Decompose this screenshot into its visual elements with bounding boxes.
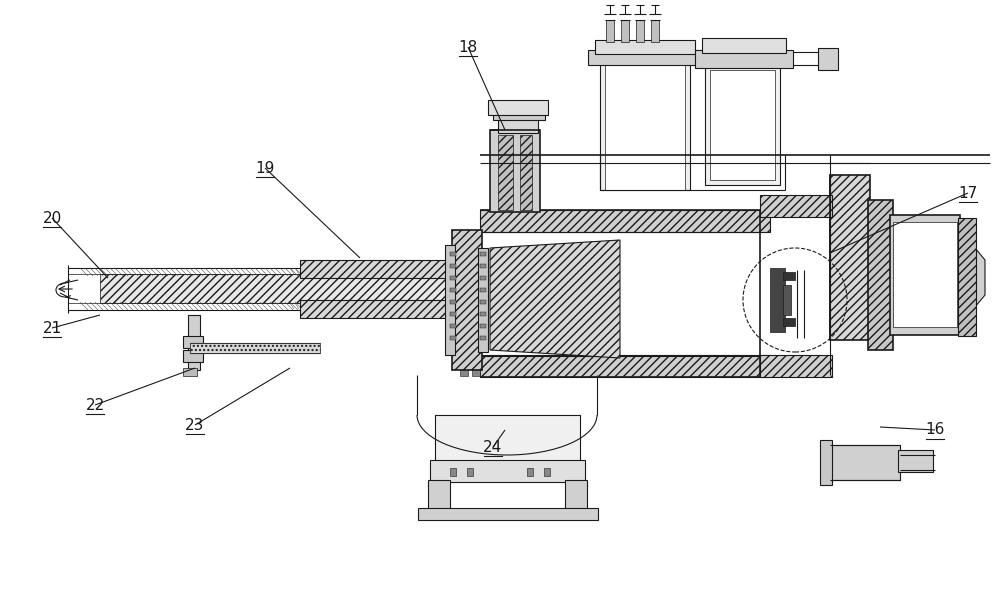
Bar — [183, 350, 203, 362]
Bar — [480, 312, 486, 316]
Bar — [435, 415, 580, 480]
Bar — [300, 260, 455, 278]
Bar — [760, 355, 832, 377]
Bar — [520, 135, 532, 210]
Bar — [418, 508, 598, 520]
Bar — [480, 210, 770, 232]
Bar — [783, 285, 791, 315]
Text: 20: 20 — [42, 211, 62, 226]
Bar — [467, 468, 473, 476]
Text: 16: 16 — [925, 423, 945, 437]
Bar — [527, 468, 533, 476]
Bar — [452, 230, 482, 370]
Bar — [651, 20, 659, 42]
Bar — [450, 312, 456, 316]
Bar — [190, 343, 320, 353]
Bar — [498, 115, 538, 133]
Bar — [958, 218, 976, 336]
Bar — [783, 318, 795, 326]
Bar — [450, 264, 456, 268]
Bar — [430, 460, 585, 482]
Polygon shape — [960, 230, 985, 325]
Bar — [893, 222, 957, 327]
Bar — [450, 468, 456, 476]
Polygon shape — [490, 240, 620, 358]
Bar — [450, 288, 456, 292]
Bar — [450, 276, 456, 280]
Bar — [450, 336, 456, 340]
Bar — [498, 135, 513, 210]
Bar — [760, 195, 832, 217]
Bar — [480, 324, 486, 328]
Bar — [445, 245, 455, 355]
Bar — [183, 368, 197, 376]
Bar — [890, 215, 960, 335]
Text: 24: 24 — [483, 439, 503, 455]
Bar — [450, 324, 456, 328]
Bar — [588, 50, 704, 65]
Bar — [480, 336, 486, 340]
Bar — [544, 468, 550, 476]
Bar — [488, 100, 548, 115]
Bar — [621, 20, 629, 42]
Bar — [472, 368, 480, 376]
Bar — [595, 40, 695, 54]
Bar — [695, 50, 793, 68]
Text: 21: 21 — [42, 320, 62, 336]
Bar — [565, 480, 587, 510]
Bar — [490, 130, 540, 212]
Bar — [710, 70, 775, 180]
Bar — [300, 300, 455, 318]
Bar — [480, 300, 486, 304]
Bar — [898, 450, 933, 472]
Text: 22: 22 — [85, 397, 105, 413]
Bar — [480, 264, 486, 268]
Bar — [183, 336, 203, 348]
Bar — [480, 276, 486, 280]
Bar — [702, 38, 786, 53]
Bar — [705, 65, 780, 185]
Bar — [450, 252, 456, 256]
Bar — [480, 355, 770, 377]
Bar — [818, 48, 838, 70]
Bar — [770, 268, 785, 332]
Bar — [428, 480, 450, 510]
Bar — [450, 300, 456, 304]
Bar — [830, 175, 870, 340]
Bar — [600, 60, 690, 190]
Bar — [480, 232, 760, 356]
Bar — [868, 200, 893, 350]
Bar — [820, 440, 832, 485]
Text: 23: 23 — [185, 417, 205, 433]
Text: 17: 17 — [958, 185, 978, 201]
Bar — [606, 20, 614, 42]
Bar — [636, 20, 644, 42]
Bar — [480, 288, 486, 292]
Bar — [783, 272, 795, 280]
Bar — [480, 252, 486, 256]
Text: 18: 18 — [458, 40, 478, 54]
Bar — [478, 248, 488, 352]
Bar — [100, 274, 480, 303]
Bar — [460, 368, 468, 376]
Text: 19: 19 — [255, 160, 275, 175]
Bar — [188, 315, 200, 370]
Bar — [830, 445, 900, 480]
Bar — [493, 110, 545, 120]
Bar — [605, 65, 685, 190]
